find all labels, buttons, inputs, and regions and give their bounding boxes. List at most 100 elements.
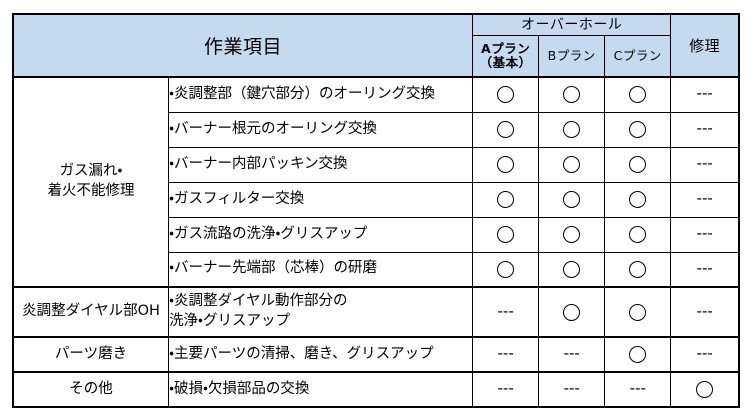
table-row: ・ガス流路の洗浄・グリスアップ ---: [13, 216, 741, 253]
work-item-line1: ・炎調整部（鍵穴部分）のオーリング交換: [169, 85, 435, 102]
plan-c-mark-cell: [604, 216, 672, 253]
circle-mark-icon: [497, 260, 515, 278]
circle-mark-icon: [629, 346, 647, 363]
table-row: ・バーナー内部パッキン交換 ---: [13, 146, 741, 183]
category-cell: パーツ磨き: [12, 336, 170, 373]
plan-c-mark-cell: ---: [604, 371, 672, 408]
plan-a-mark-cell: ---: [472, 336, 540, 373]
work-item-line1: ・バーナー根元のオーリング交換: [169, 120, 377, 137]
category-label-line1: ガス漏れ・: [59, 163, 123, 180]
plan-c-mark-cell: [604, 286, 672, 338]
circle-mark-icon: [563, 226, 581, 243]
circle-mark-icon: [563, 191, 581, 208]
repair-mark-cell: ---: [670, 76, 741, 113]
table-row: ・ガスフィルター交換 ---: [13, 181, 741, 218]
category-label-line1: パーツ磨き: [54, 345, 128, 362]
header-work-item: 作業項目: [12, 13, 474, 78]
circle-mark-icon: [497, 86, 515, 104]
header-plan-a-line1: Aプラン: [481, 41, 531, 56]
plan-a-mark-cell: [472, 216, 540, 253]
table-body: ガス漏れ・ 着火不能修理 ・炎調整部（鍵穴部分）のオーリング交換 --- ・バーナー根元…: [12, 76, 741, 408]
plan-c-mark-cell: [604, 336, 672, 373]
plan-c-mark-cell: [604, 76, 672, 113]
plan-c-mark-cell: [604, 181, 672, 218]
repair-mark-cell: ---: [670, 181, 741, 218]
table-row: ・バーナー先端部（芯棒）の研磨 ---: [13, 251, 741, 288]
plan-b-mark-cell: ---: [538, 336, 606, 373]
work-item-line2: 洗浄・グリスアップ: [169, 313, 290, 329]
circle-mark-icon: [629, 226, 647, 243]
table-header: 作業項目 オーバーホール 修理 Aプラン （基本） Bプラン Cプラン: [12, 13, 741, 78]
plan-a-mark-cell: [472, 181, 540, 218]
plan-b-mark-cell: [538, 146, 606, 183]
work-item-line1: ・破損・欠損部品の交換: [169, 380, 310, 397]
work-item-cell: ・炎調整部（鍵穴部分）のオーリング交換: [168, 76, 474, 113]
circle-mark-icon: [629, 121, 647, 138]
work-item-cell: ・バーナー先端部（芯棒）の研磨: [168, 251, 474, 288]
category-cell: その他: [12, 371, 170, 408]
circle-mark-icon: [629, 191, 647, 208]
plan-c-mark-cell: [604, 251, 672, 288]
plan-b-mark-cell: [538, 286, 606, 338]
dash-mark-icon: ---: [696, 224, 713, 242]
category-cell: 炎調整ダイヤル部OH: [12, 286, 170, 338]
circle-mark-icon: [563, 156, 581, 173]
dash-mark-icon: ---: [696, 189, 713, 207]
header-overhaul-group: オーバーホール: [472, 13, 672, 36]
dash-mark-icon: ---: [696, 344, 713, 362]
dash-mark-icon: ---: [696, 154, 713, 172]
repair-mark-cell: ---: [670, 111, 741, 148]
circle-mark-icon: [563, 121, 581, 138]
plan-a-mark-cell: [472, 111, 540, 148]
dash-mark-icon: ---: [696, 84, 713, 103]
circle-mark-icon: [563, 303, 581, 321]
plan-b-mark-cell: [538, 216, 606, 253]
service-plan-table: 作業項目 オーバーホール 修理 Aプラン （基本） Bプラン Cプラン ガス漏れ…: [12, 13, 741, 408]
work-item-line1: ・主要パーツの清掃、磨き、グリスアップ: [169, 345, 434, 362]
work-item-line1: ・バーナー先端部（芯棒）の研磨: [169, 260, 377, 277]
plan-c-mark-cell: [604, 146, 672, 183]
dash-mark-icon: ---: [497, 344, 514, 362]
table-row: パーツ磨き ・主要パーツの清掃、磨き、グリスアップ --- --- ---: [12, 336, 741, 373]
plan-a-mark-cell: [472, 146, 540, 183]
circle-mark-icon: [497, 191, 515, 208]
circle-mark-icon: [497, 121, 515, 138]
plan-a-mark-cell: [472, 251, 540, 288]
work-item-cell: ・ガス流路の洗浄・グリスアップ: [168, 216, 474, 253]
category-cell: ガス漏れ・着火不能修理: [12, 76, 170, 288]
header-row-plans: Aプラン （基本） Bプラン Cプラン: [13, 35, 739, 78]
repair-mark-cell: ---: [670, 251, 741, 288]
dash-mark-icon: ---: [696, 119, 713, 137]
dash-mark-icon: ---: [563, 379, 580, 397]
dash-mark-icon: ---: [497, 301, 514, 320]
table-row: 炎調整ダイヤル部OH ・炎調整ダイヤル動作部分の 洗浄・グリスアップ --- ---: [12, 286, 741, 338]
work-item-line1: ・炎調整ダイヤル動作部分の: [169, 293, 348, 310]
repair-mark-cell: ---: [670, 336, 741, 373]
circle-mark-icon: [629, 86, 647, 104]
circle-mark-icon: [497, 226, 515, 243]
category-label-line1: その他: [69, 380, 113, 397]
work-item-cell: ・破損・欠損部品の交換: [168, 371, 474, 408]
dash-mark-icon: ---: [563, 344, 580, 362]
header-plan-b: Bプラン: [538, 35, 606, 78]
table-row: その他 ・破損・欠損部品の交換 --- --- ---: [12, 371, 741, 408]
plan-a-mark-cell: [472, 76, 540, 113]
plan-b-mark-cell: [538, 251, 606, 288]
header-plan-c: Cプラン: [604, 35, 672, 78]
work-item-line1: ・ガス流路の洗浄・グリスアップ: [169, 225, 368, 242]
table-row: ・バーナー根元のオーリング交換 ---: [13, 111, 741, 148]
circle-mark-icon: [629, 260, 647, 278]
category-label-line2: 着火不能修理: [47, 183, 135, 199]
circle-mark-icon: [563, 86, 581, 104]
work-item-cell: ・バーナー根元のオーリング交換: [168, 111, 474, 148]
header-repair: 修理: [670, 13, 741, 78]
work-item-cell: ・バーナー内部パッキン交換: [168, 146, 474, 183]
work-item-cell: ・炎調整ダイヤル動作部分の 洗浄・グリスアップ: [168, 286, 474, 338]
plan-b-mark-cell: [538, 111, 606, 148]
work-item-line1: ・ガスフィルター交換: [169, 190, 305, 207]
dash-mark-icon: ---: [629, 379, 646, 397]
circle-mark-icon: [563, 260, 581, 278]
circle-mark-icon: [497, 156, 515, 173]
work-item-line1: ・バーナー内部パッキン交換: [169, 155, 348, 172]
